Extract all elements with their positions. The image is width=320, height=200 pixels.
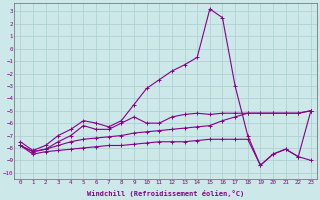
X-axis label: Windchill (Refroidissement éolien,°C): Windchill (Refroidissement éolien,°C) bbox=[87, 190, 244, 197]
